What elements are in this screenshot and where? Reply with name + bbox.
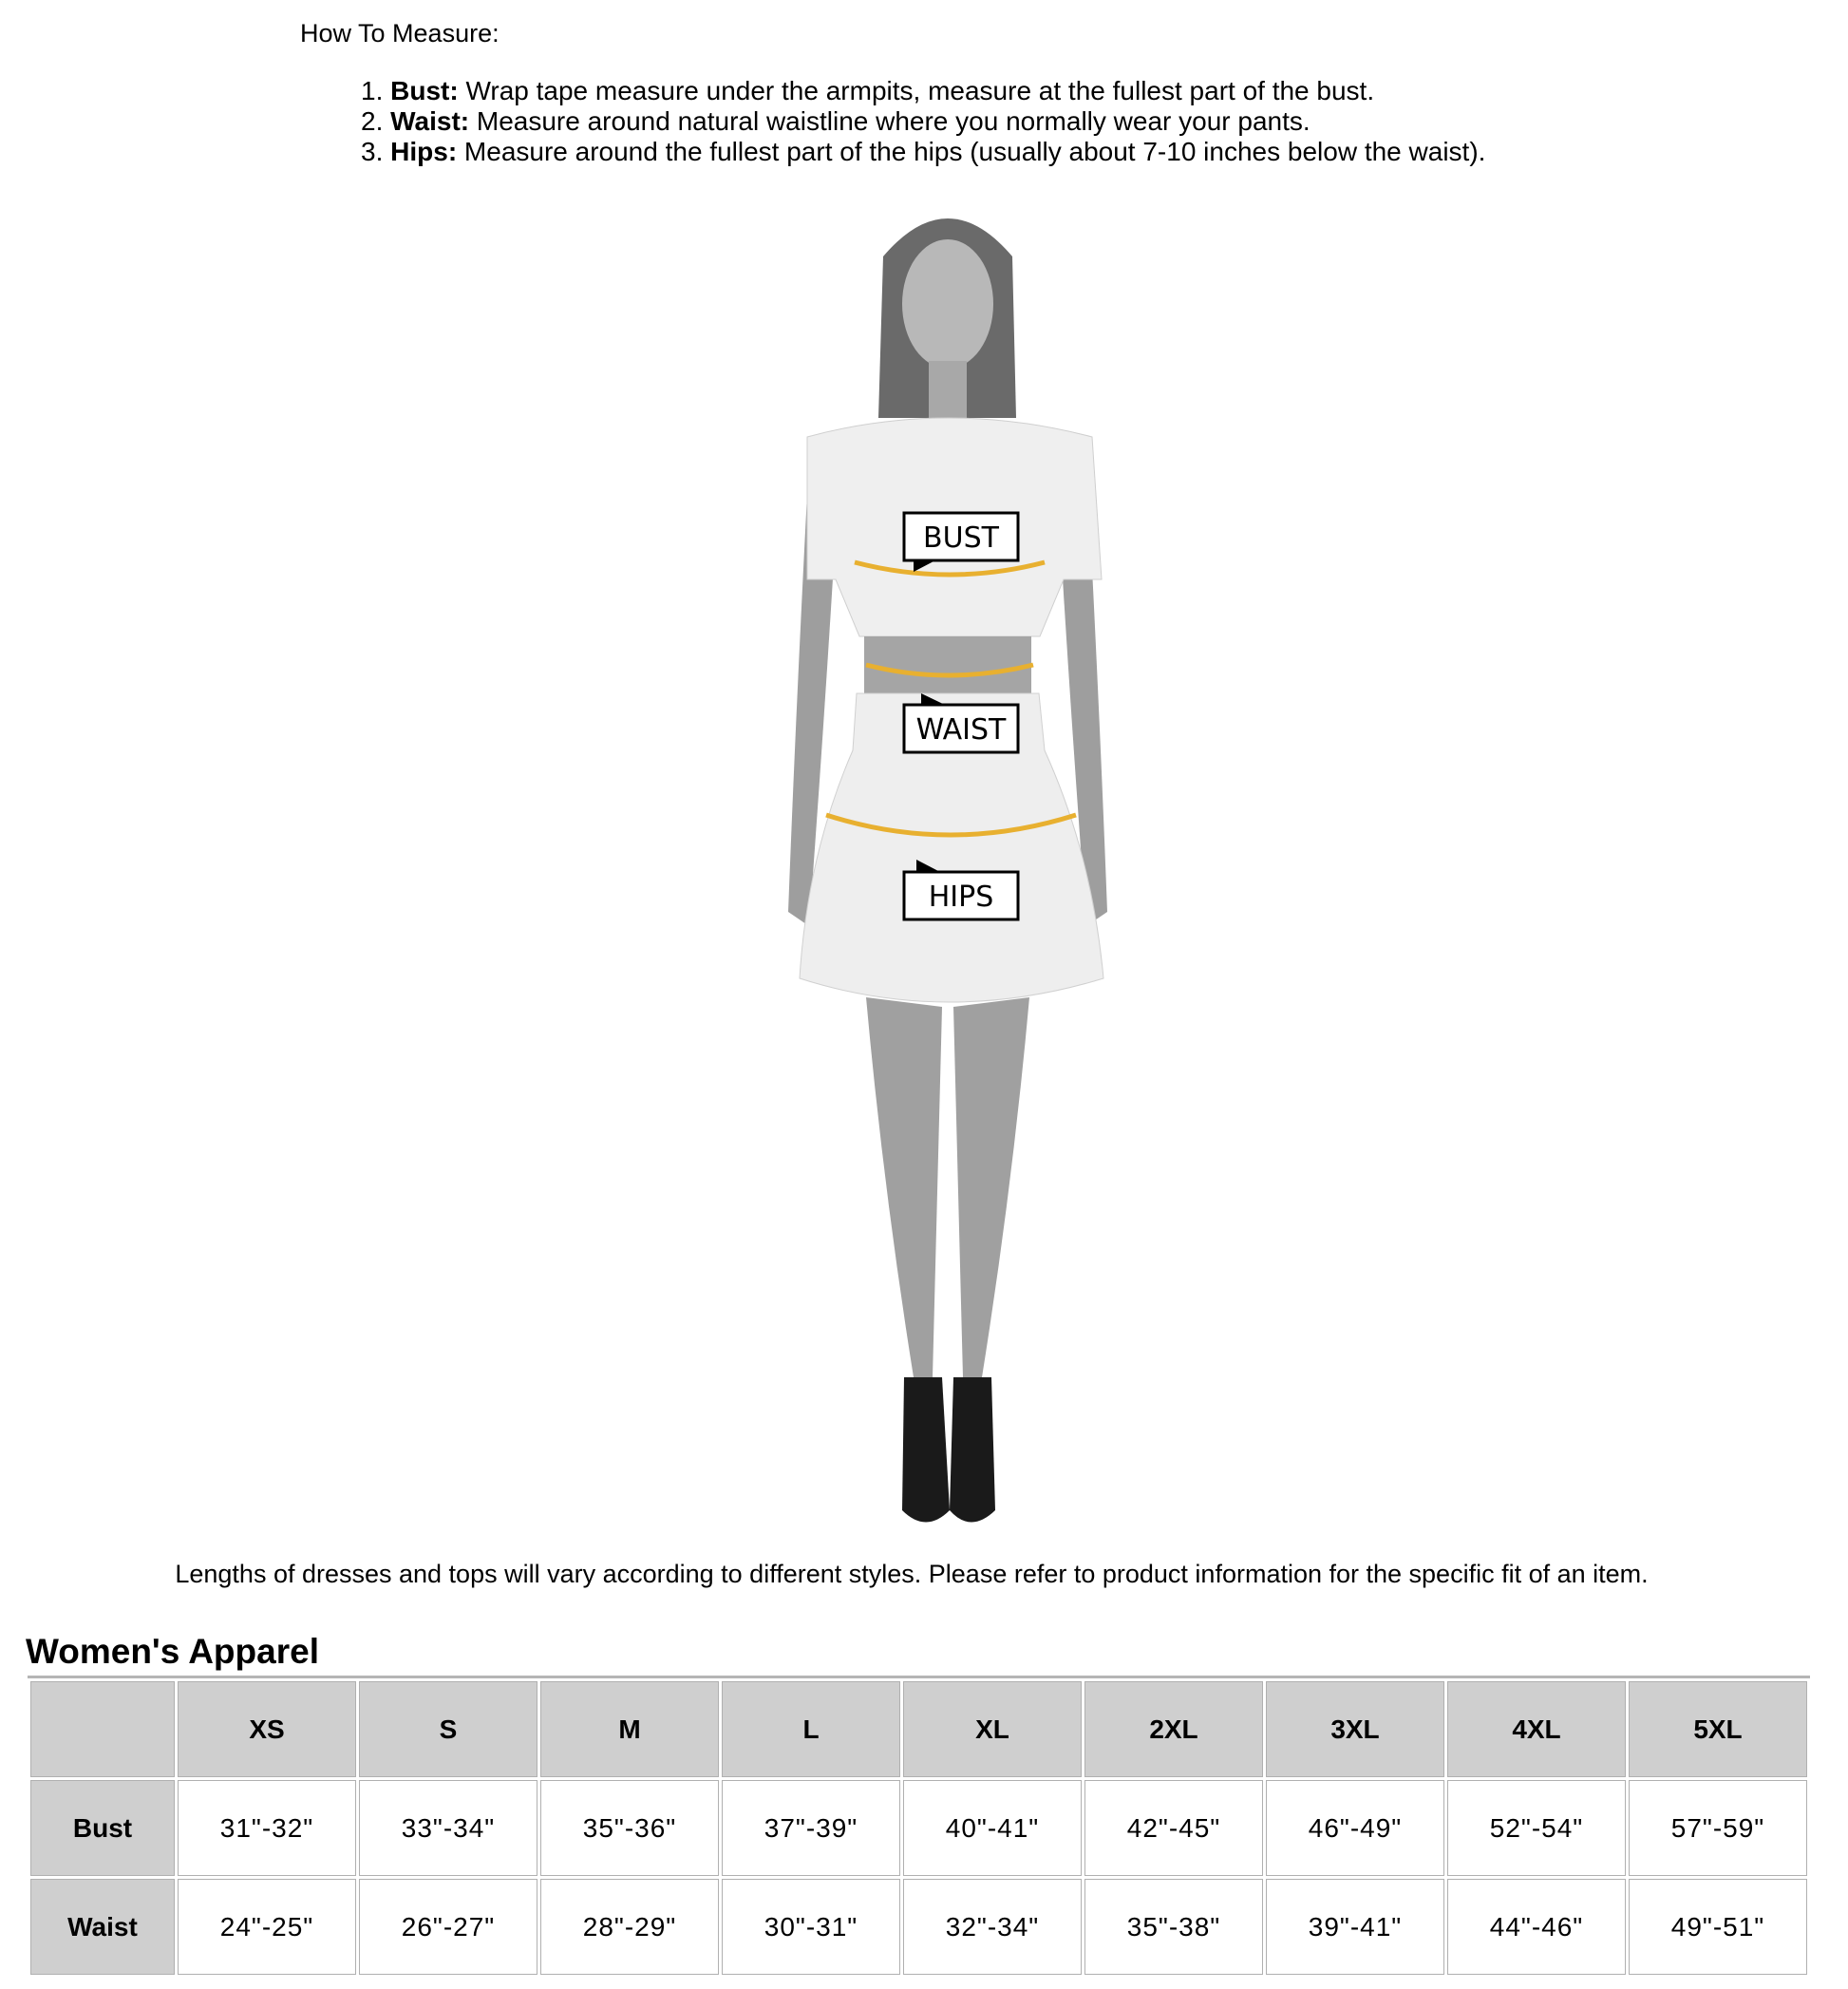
size-header: XL [903,1681,1082,1777]
hips-label: HIPS [902,860,1020,921]
left-arm [788,494,836,926]
table-cell: 39"-41" [1266,1879,1444,1975]
step-text: Wrap tape measure under the armpits, mea… [458,76,1375,105]
length-note: Lengths of dresses and tops will vary ac… [175,1560,1649,1588]
waist-tape-line [865,662,1034,678]
table-cell: 24"-25" [178,1879,356,1975]
row-header: Waist [30,1879,175,1975]
hips-label-text: HIPS [929,881,994,914]
skirt [799,692,1104,1003]
midriff [864,636,1031,693]
step-bust: 1. Bust: Wrap tape measure under the arm… [361,76,1485,106]
waist-label: WAIST [902,693,1020,754]
step-label: Waist: [390,106,470,136]
table-cell: 32"-34" [903,1879,1082,1975]
size-header: S [359,1681,537,1777]
waist-label-text: WAIST [916,713,1007,747]
table-cell: 33"-34" [359,1780,537,1876]
table-cell: 30"-31" [722,1879,900,1975]
size-table: XS S M L XL 2XL 3XL 4XL 5XL Bust 31"-32"… [28,1676,1810,1978]
right-shoe [950,1377,995,1523]
model-figure: BUST WAIST HIPS [788,218,1107,1523]
right-arm [1060,494,1107,926]
size-header: M [540,1681,719,1777]
table-row: Bust 31"-32" 33"-34" 35"-36" 37"-39" 40"… [30,1780,1807,1876]
measure-steps: 1. Bust: Wrap tape measure under the arm… [361,76,1485,167]
table-cell: 40"-41" [903,1780,1082,1876]
hips-tape-line [825,812,1077,838]
right-leg [953,997,1029,1377]
table-title: Women's Apparel [26,1632,319,1671]
row-header: Bust [30,1780,175,1876]
step-label: Bust: [390,76,459,105]
size-header: 4XL [1447,1681,1626,1777]
table-cell: 49"-51" [1629,1879,1807,1975]
bust-label-text: BUST [923,521,1000,555]
table-cell: 26"-27" [359,1879,537,1975]
size-header: L [722,1681,900,1777]
step-number: 1. [361,76,384,105]
step-hips: 3. Hips: Measure around the fullest part… [361,137,1485,167]
size-header: 5XL [1629,1681,1807,1777]
bust-tape-line [854,559,1046,578]
corner-cell [30,1681,175,1777]
table-cell: 52"-54" [1447,1780,1626,1876]
table-cell: 35"-38" [1084,1879,1263,1975]
table-cell: 37"-39" [722,1780,900,1876]
table-cell: 44"-46" [1447,1879,1626,1975]
left-shoe [902,1377,950,1523]
step-number: 3. [361,137,384,166]
size-header: 3XL [1266,1681,1444,1777]
step-waist: 2. Waist: Measure around natural waistli… [361,106,1485,137]
header-row: XS S M L XL 2XL 3XL 4XL 5XL [30,1681,1807,1777]
face [902,239,993,369]
size-header: 2XL [1084,1681,1263,1777]
table-cell: 31"-32" [178,1780,356,1876]
table-cell: 35"-36" [540,1780,719,1876]
table-cell: 46"-49" [1266,1780,1444,1876]
table-row: Waist 24"-25" 26"-27" 28"-29" 30"-31" 32… [30,1879,1807,1975]
step-number: 2. [361,106,384,136]
step-text: Measure around natural waistline where y… [469,106,1311,136]
left-leg [866,997,942,1377]
how-to-measure-title: How To Measure: [300,19,500,47]
step-label: Hips: [390,137,458,166]
table-cell: 28"-29" [540,1879,719,1975]
table-cell: 42"-45" [1084,1780,1263,1876]
table-cell: 57"-59" [1629,1780,1807,1876]
bust-label: BUST [902,511,1020,572]
step-text: Measure around the fullest part of the h… [457,137,1486,166]
size-header: XS [178,1681,356,1777]
neck [929,361,967,418]
